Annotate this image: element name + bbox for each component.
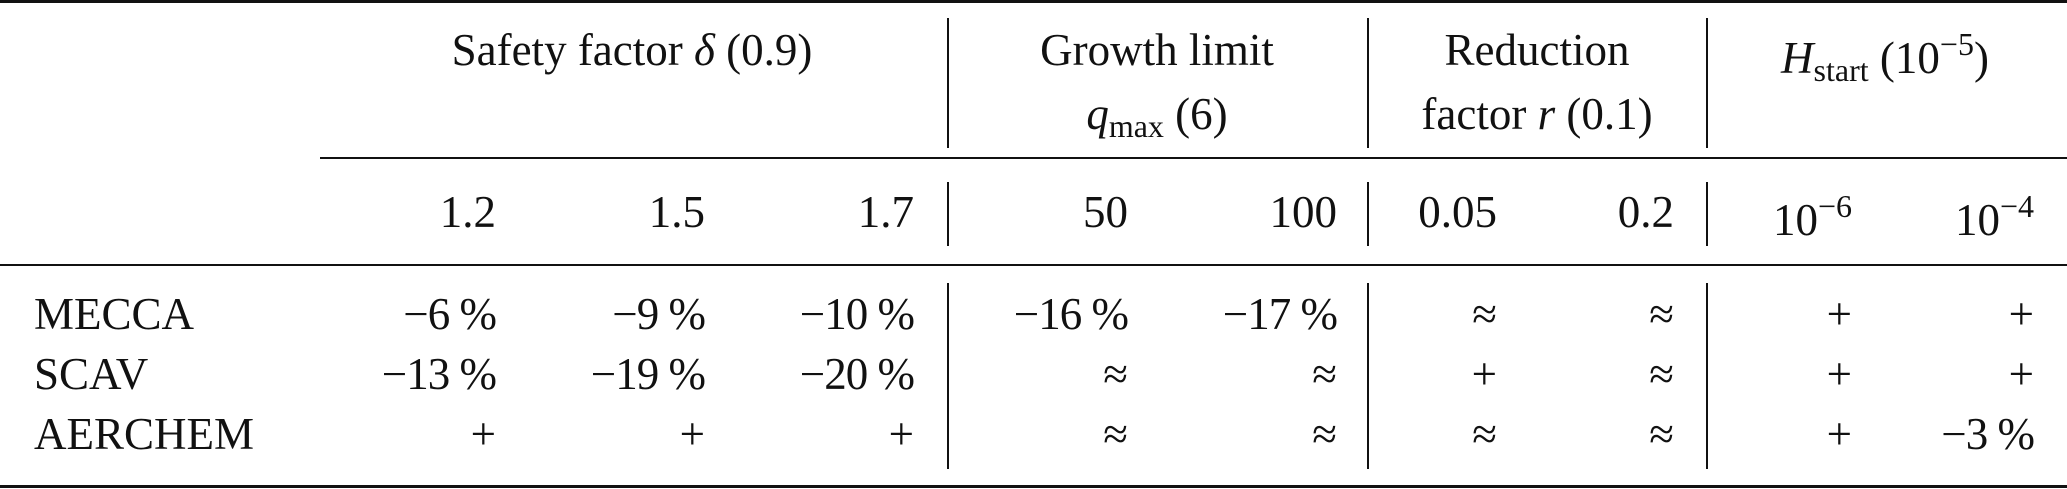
table-cell: −6 % [403,289,497,339]
group-symbol: r [1537,89,1556,139]
separator-2 [1367,18,1369,148]
table-cell: ≈ [1312,409,1337,459]
group-default: (6) [1175,89,1228,139]
table-cell: + [679,409,705,459]
group-header-reduction-line2: factor r (0.1) [1421,92,1652,137]
group-symbol-subscript: start [1813,52,1869,88]
separator-2 [1367,283,1369,469]
subheader-growth-2: 100 [1269,187,1338,237]
row-label: SCAV [34,349,149,399]
table-cell: −20 % [799,349,915,399]
group-header-hstart: Hstart (10−5) [1781,28,1989,86]
table-cell: ≈ [1649,289,1674,339]
separator-3 [1706,283,1708,469]
group-header-safety-factor: Safety factor δ (0.9) [452,28,813,73]
group-default: (0.1) [1566,89,1653,139]
subheader-reduction-1: 0.05 [1418,187,1497,237]
separator-1 [947,182,949,246]
separator-2 [1367,182,1369,246]
top-rule [0,0,2067,3]
table-cell: −9 % [612,289,706,339]
group-header-reduction-line1: Reduction [1445,28,1630,73]
subheader-safety-3: 1.7 [857,187,914,237]
table-cell: + [1471,349,1497,399]
table-cell: + [888,409,914,459]
group-midrule [320,157,2067,159]
subheader-growth-1: 50 [1083,187,1128,237]
group-symbol: δ [693,25,715,75]
table-cell: −13 % [381,349,497,399]
subheader-exponent: −6 [1817,188,1852,224]
group-symbol: q [1086,89,1109,139]
group-default-open: (10 [1879,33,1940,83]
group-default: (0.9) [726,25,813,75]
subheader-hstart-1: 10−6 [1773,190,1852,243]
separator-3 [1706,18,1708,148]
subheader-safety-1: 1.2 [439,187,496,237]
table-cell: −10 % [799,289,915,339]
group-label: Reduction [1444,25,1630,75]
table-cell: −17 % [1222,289,1338,339]
table-cell: + [1826,349,1852,399]
separator-1 [947,283,949,469]
table-cell: ≈ [1472,289,1497,339]
group-label: factor [1421,89,1527,139]
separator-1 [947,18,949,148]
separator-3 [1706,182,1708,246]
table-cell: ≈ [1103,349,1128,399]
subheader-base: 10 [1954,195,2000,245]
group-symbol: H [1781,33,1814,83]
bottom-rule [0,485,2067,488]
group-symbol-subscript: max [1108,108,1164,144]
table-cell: ≈ [1103,409,1128,459]
group-label: Growth limit [1040,25,1274,75]
table-cell: −3 % [1941,409,2035,459]
group-header-growth-limit-line1: Growth limit [1040,28,1274,73]
table-cell: + [2008,289,2034,339]
table-cell: −16 % [1013,289,1129,339]
table-cell: ≈ [1649,349,1674,399]
header-bottom-rule [0,264,2067,266]
group-header-growth-limit-line2: qmax (6) [1086,89,1228,144]
group-default-close: ) [1973,33,1989,83]
table-cell: + [1826,289,1852,339]
table-cell: ≈ [1649,409,1674,459]
row-label: MECCA [34,289,195,339]
subheader-reduction-2: 0.2 [1617,187,1674,237]
subheader-hstart-2: 10−4 [1955,190,2034,243]
row-label: AERCHEM [34,409,255,459]
table-cell: + [470,409,496,459]
table-cell: ≈ [1472,409,1497,459]
subheader-exponent: −4 [1999,188,2034,224]
table-cell: ≈ [1312,349,1337,399]
table-cell: + [2008,349,2034,399]
group-default-exponent: −5 [1939,26,1974,62]
subheader-safety-2: 1.5 [648,187,705,237]
subheader-base: 10 [1772,195,1818,245]
table-cell: + [1826,409,1852,459]
group-label: Safety factor [451,25,683,75]
table-cell: −19 % [590,349,706,399]
